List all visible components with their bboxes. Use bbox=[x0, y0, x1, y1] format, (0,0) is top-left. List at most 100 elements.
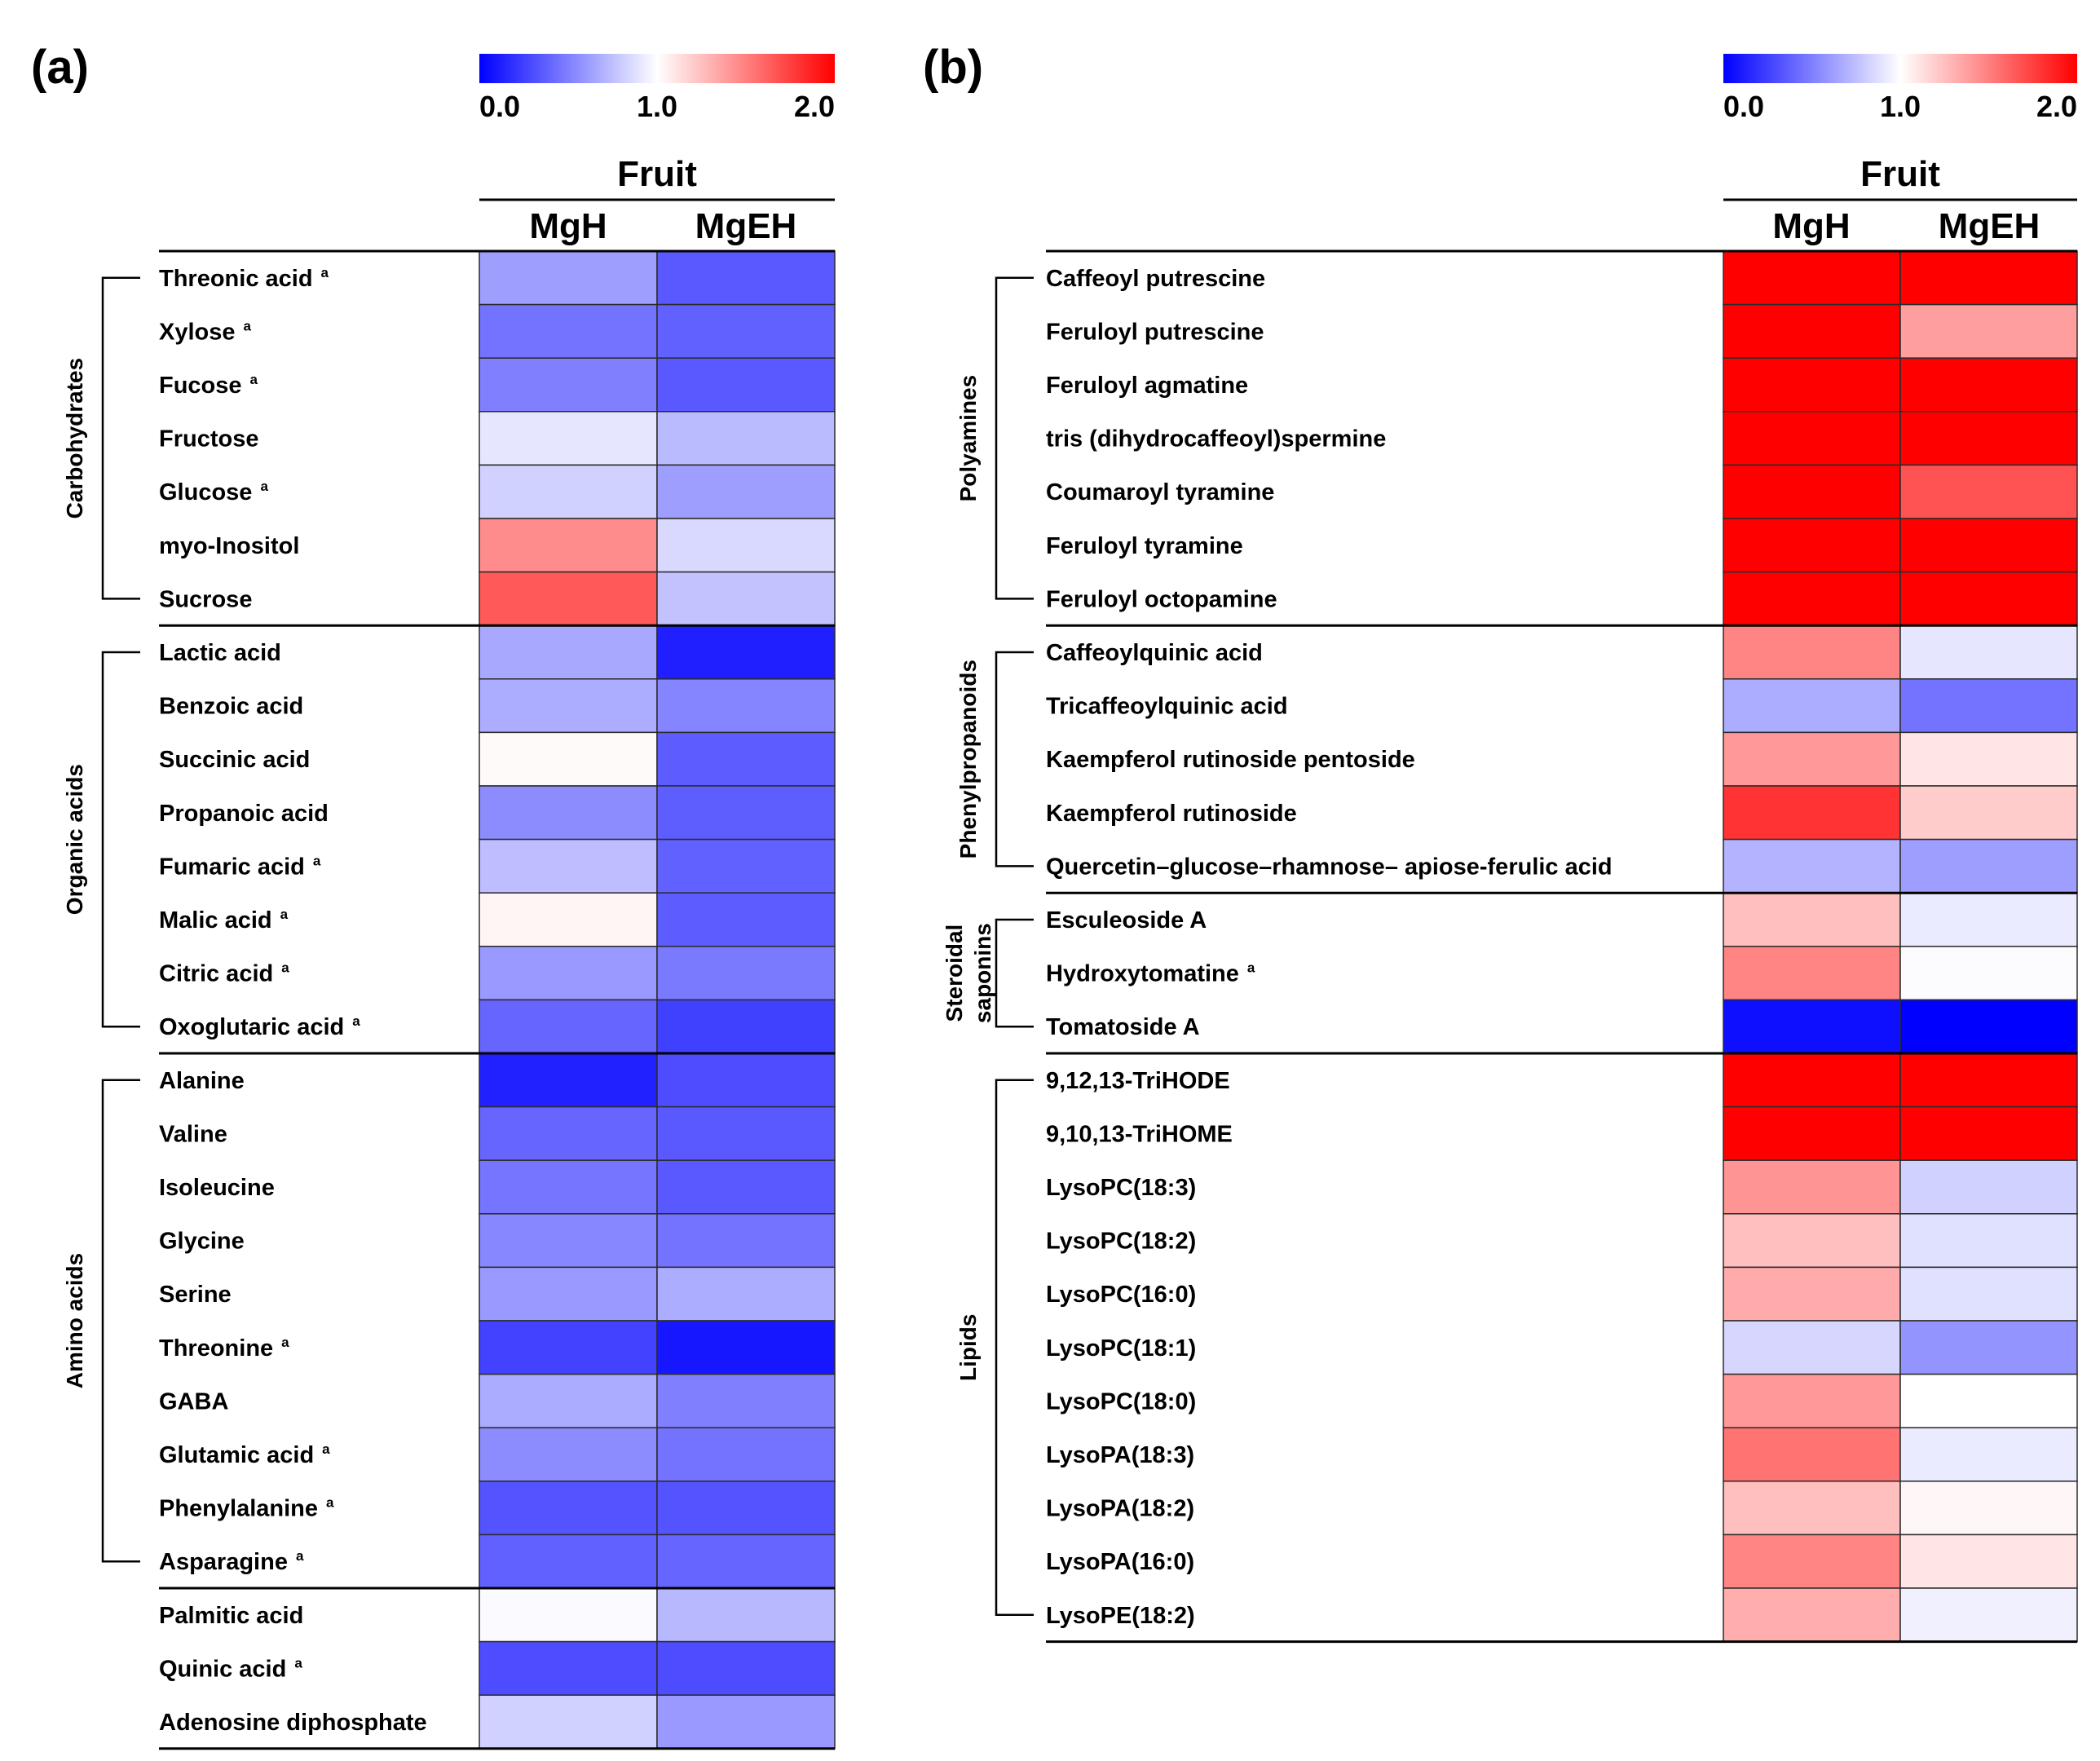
panel-b-cell-tomatoside-a-mgeh bbox=[1899, 999, 2078, 1054]
panel-a-cell-glucose-mgeh bbox=[656, 464, 836, 519]
panel-a-row-label-myo-inositol: myo-Inositol bbox=[159, 533, 299, 559]
panel-a-row-label-threonine: Threonine a bbox=[159, 1335, 289, 1362]
panel-b-row-label-lysopc-18-3: LysoPC(18:3) bbox=[1046, 1175, 1196, 1201]
panel-a-cell-propanoic-acid-mgh bbox=[479, 785, 658, 841]
panel-b-cell-feruloyl-putrescine-mgeh bbox=[1899, 303, 2078, 359]
panel-b-cell-feruloyl-octopamine-mgeh bbox=[1899, 571, 2078, 626]
panel-b-cell-tricaffeoylquinic-acid-mgh bbox=[1723, 678, 1901, 734]
panel-b-cell-coumaroyl-tyramine-mgeh bbox=[1899, 464, 2078, 519]
panel-b-column-header-mgeh: MgEH bbox=[1939, 206, 2040, 246]
panel-a-heatmap: Threonic acid a Xylose a Fucose a Fructose Gluc… bbox=[62, 249, 836, 1750]
panel-b-scale-tick-max: 2.0 bbox=[2036, 90, 2077, 123]
panel-b-row-label-lysope-18-2: LysoPE(18:2) bbox=[1046, 1603, 1195, 1629]
panel-b-group-bracket-lipids bbox=[995, 1079, 1034, 1617]
panel-b-row-label-coumaroyl-tyramine: Coumaroyl tyramine bbox=[1046, 479, 1274, 505]
panel-b-cell-quercetin-glucose-rhamnose-apiose-ferulic-acid-mgeh bbox=[1899, 838, 2078, 894]
panel-b-group-label-lipids: Lipids bbox=[955, 1314, 981, 1381]
panel-a-cell-quinic-acid-mgh bbox=[479, 1640, 658, 1696]
panel-a-group-bracket-organic-acids bbox=[101, 651, 140, 1028]
panel-b-cell-lysopa-16-0-mgeh bbox=[1899, 1534, 2078, 1589]
panel-a-cell-xylose-mgeh bbox=[656, 303, 836, 359]
panel-a-row-label-valine: Valine bbox=[159, 1121, 227, 1147]
panel-b-row-label-lysopc-16-0: LysoPC(16:0) bbox=[1046, 1282, 1196, 1308]
panel-a-cell-alanine-mgh bbox=[479, 1053, 658, 1108]
panel-a-row-label-propanoic-acid: Propanoic acid bbox=[159, 801, 329, 827]
panel-a-row-label-fumaric-acid: Fumaric acid a bbox=[159, 853, 321, 880]
panel-b-row-label-9-10-13-trihome: 9,10,13-TriHOME bbox=[1046, 1121, 1233, 1147]
panel-a-cell-myo-inositol-mgh bbox=[479, 518, 658, 573]
panel-b-cell-kaempferol-rutinoside-mgh bbox=[1723, 785, 1901, 841]
panel-b-row-label-kaempferol-rutinoside-pentoside: Kaempferol rutinoside pentoside bbox=[1046, 747, 1415, 773]
panel-a-cell-gaba-mgh bbox=[479, 1373, 658, 1428]
panel-a-cell-oxoglutaric-acid-mgh bbox=[479, 999, 658, 1054]
panel-b-cell-tris-dihydrocaffeoyl-spermine-mgeh bbox=[1899, 411, 2078, 466]
panel-b-row-label-tricaffeoylquinic-acid: Tricaffeoylquinic acid bbox=[1046, 694, 1288, 720]
panel-a-cell-glutamic-acid-mgeh bbox=[656, 1427, 836, 1482]
panel-a-row-label-succinic-acid: Succinic acid bbox=[159, 747, 310, 773]
panel-b-cell-lysopc-18-2-mgh bbox=[1723, 1213, 1901, 1269]
panel-b-column-header-mgh: MgH bbox=[1772, 206, 1850, 246]
panel-a-row-label-lactic-acid: Lactic acid bbox=[159, 640, 281, 666]
panel-b-group-bracket-polyamines bbox=[995, 276, 1034, 600]
panel-b-row-label-feruloyl-octopamine: Feruloyl octopamine bbox=[1046, 586, 1277, 612]
panel-a-scale-tick-mid: 1.0 bbox=[637, 90, 677, 123]
panel-a-letter: (a) bbox=[31, 41, 89, 94]
panel-b-cell-lysopc-18-3-mgh bbox=[1723, 1159, 1901, 1215]
panel-a-cell-fumaric-acid-mgh bbox=[479, 838, 658, 894]
panel-b-row-label-tris-dihydrocaffeoyl-spermine: tris (dihydrocaffeoyl)spermine bbox=[1046, 426, 1386, 452]
panel-a-row-label-fructose: Fructose bbox=[159, 426, 258, 452]
panel-b-row-label-feruloyl-putrescine: Feruloyl putrescine bbox=[1046, 319, 1264, 345]
panel-a-cell-glucose-mgh bbox=[479, 464, 658, 519]
panel-b-cell-9-12-13-trihode-mgh bbox=[1723, 1053, 1901, 1108]
panel-a-cell-palmitic-acid-mgh bbox=[479, 1587, 658, 1643]
panel-a-column-header-mgh: MgH bbox=[529, 206, 607, 246]
panel-b-group-bracket-steroidal-saponins bbox=[995, 918, 1034, 1028]
panel-b-cell-caffeoyl-putrescine-mgh bbox=[1723, 250, 1901, 306]
panel-b-cell-tricaffeoylquinic-acid-mgeh bbox=[1899, 678, 2078, 734]
panel-a-cell-xylose-mgh bbox=[479, 303, 658, 359]
panel-b-cell-lysopc-18-1-mgeh bbox=[1899, 1320, 2078, 1375]
panel-a-cell-fumaric-acid-mgeh bbox=[656, 838, 836, 894]
panel-b-fruit-header: Fruit bbox=[1860, 154, 1940, 194]
panel-a-row-label-asparagine: Asparagine a bbox=[159, 1548, 304, 1575]
panel-b-cell-lysopa-18-3-mgeh bbox=[1899, 1427, 2078, 1482]
panel-a-cell-citric-acid-mgeh bbox=[656, 946, 836, 1001]
panel-a-cell-asparagine-mgh bbox=[479, 1534, 658, 1589]
panel-a-group-bracket-amino-acids bbox=[101, 1079, 140, 1563]
panel-b-cell-kaempferol-rutinoside-mgeh bbox=[1899, 785, 2078, 841]
panel-a-color-scale-bar bbox=[479, 54, 835, 83]
panel-b-cell-esculeoside-a-mgh bbox=[1723, 892, 1901, 947]
panel-b-group-label-phenylpropanoids: Phenylpropanoids bbox=[955, 660, 981, 858]
panel-b-cell-esculeoside-a-mgeh bbox=[1899, 892, 2078, 947]
panel-a-cell-sucrose-mgh bbox=[479, 571, 658, 626]
panel-a-cell-fucose-mgeh bbox=[656, 357, 836, 413]
panel-a-cell-sucrose-mgeh bbox=[656, 571, 836, 626]
panel-a-group-label-carbohydrates: Carbohydrates bbox=[62, 358, 87, 519]
panel-a-cell-benzoic-acid-mgeh bbox=[656, 678, 836, 734]
panel-a-cell-serine-mgh bbox=[479, 1266, 658, 1322]
panel-a-row-label-sucrose: Sucrose bbox=[159, 586, 252, 612]
panel-b-cell-lysopc-18-3-mgeh bbox=[1899, 1159, 2078, 1215]
panel-a-cell-adenosine-diphosphate-mgh bbox=[479, 1694, 658, 1750]
panel-a-cell-isoleucine-mgh bbox=[479, 1159, 658, 1215]
panel-b-cell-kaempferol-rutinoside-pentoside-mgeh bbox=[1899, 731, 2078, 787]
panel-a-cell-adenosine-diphosphate-mgeh bbox=[656, 1694, 836, 1750]
panel-b-row-label-feruloyl-agmatine: Feruloyl agmatine bbox=[1046, 373, 1248, 399]
panel-b-cell-9-10-13-trihome-mgeh bbox=[1899, 1106, 2078, 1161]
panel-a-cell-glycine-mgh bbox=[479, 1213, 658, 1269]
panel-a-cell-threonic-acid-mgeh bbox=[656, 250, 836, 306]
panel-a-cell-lactic-acid-mgeh bbox=[656, 625, 836, 680]
panel-b-row-label-kaempferol-rutinoside: Kaempferol rutinoside bbox=[1046, 801, 1297, 827]
panel-a-cell-valine-mgeh bbox=[656, 1106, 836, 1161]
panel-a-cell-oxoglutaric-acid-mgeh bbox=[656, 999, 836, 1054]
panel-b-cell-lysopa-18-3-mgh bbox=[1723, 1427, 1901, 1482]
panel-a-cell-fructose-mgh bbox=[479, 411, 658, 466]
panel-b-group-label-steroidal-saponins: Steroidal saponins bbox=[942, 923, 995, 1023]
panel-a-row-label-citric-acid: Citric acid a bbox=[159, 960, 289, 987]
panel-a-row-label-benzoic-acid: Benzoic acid bbox=[159, 694, 303, 720]
panel-a-cell-malic-acid-mgeh bbox=[656, 892, 836, 947]
panel-b-cell-kaempferol-rutinoside-pentoside-mgh bbox=[1723, 731, 1901, 787]
panel-a-cell-succinic-acid-mgeh bbox=[656, 731, 836, 787]
panel-b-cell-9-12-13-trihode-mgeh bbox=[1899, 1053, 2078, 1108]
panel-b-cell-feruloyl-tyramine-mgh bbox=[1723, 518, 1901, 573]
